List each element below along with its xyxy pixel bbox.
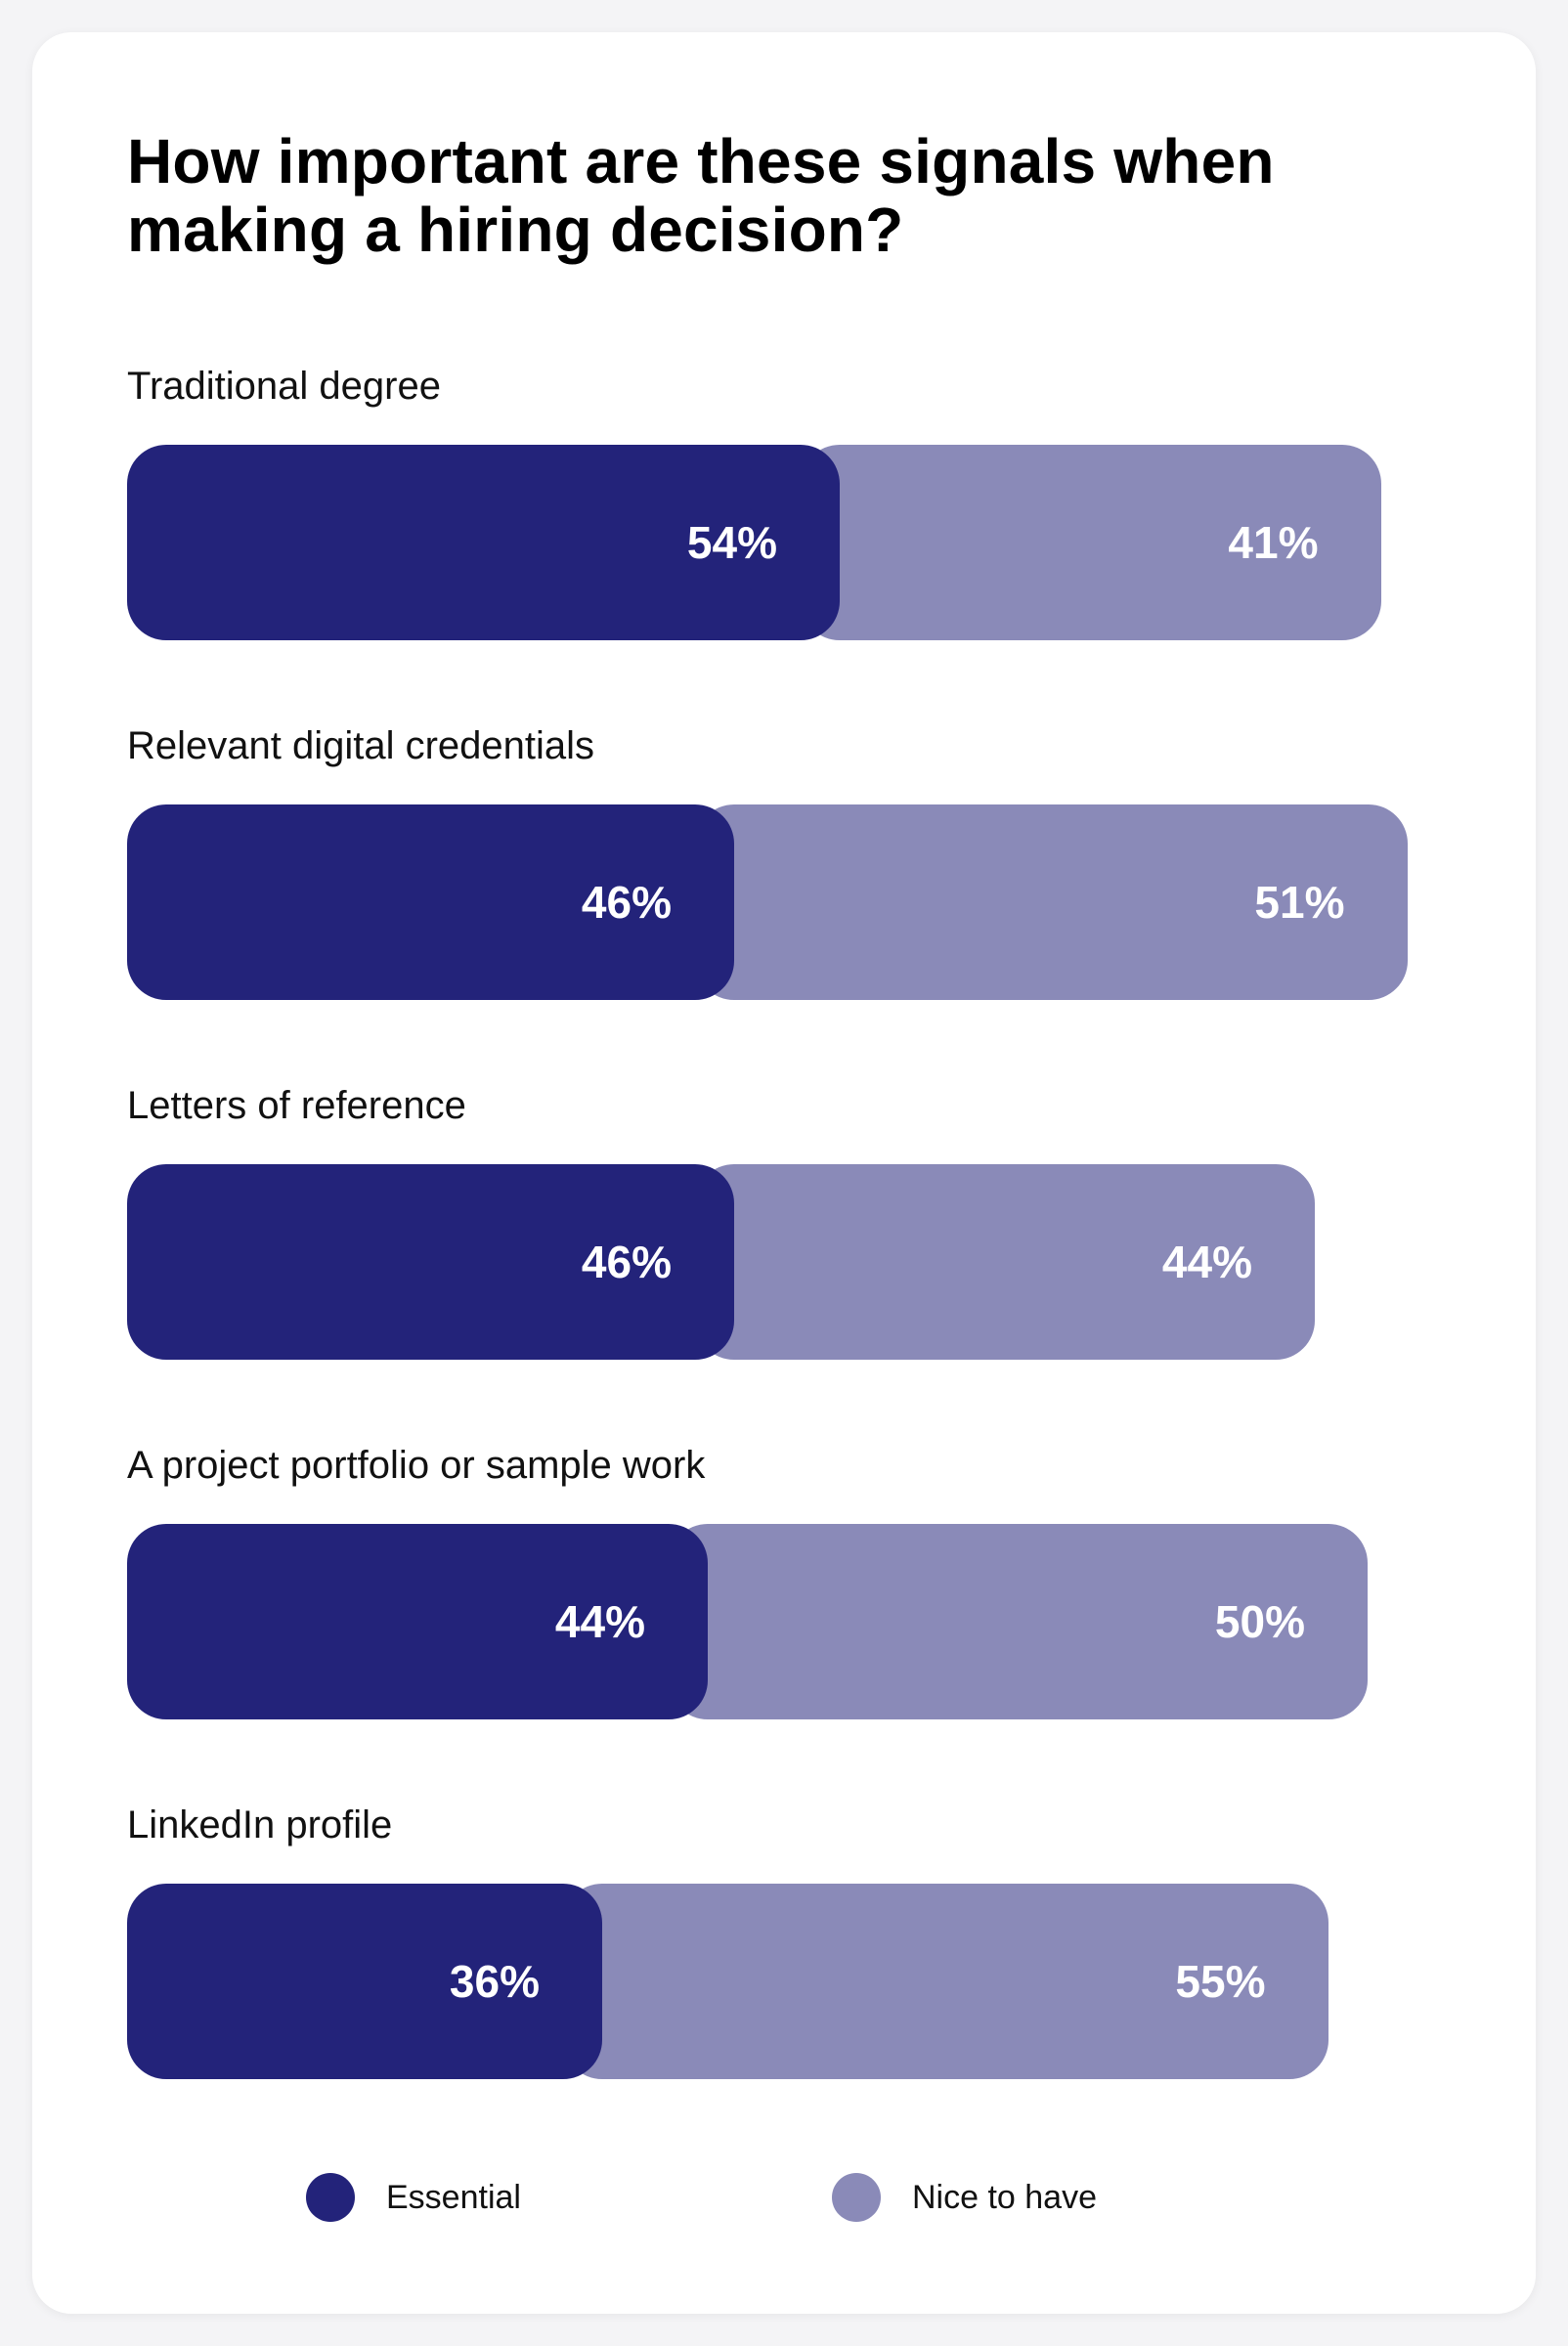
bar-essential-a-project-portfolio-or-sample-work <box>127 1524 708 1719</box>
bar-essential-linkedin-profile <box>127 1884 602 2079</box>
legend-label-nice-to-have: Nice to have <box>912 2178 1097 2216</box>
value-label-essential-letters-of-reference: 46% <box>581 1237 672 1287</box>
bar-row-relevant-digital-credentials: 46% 51% <box>127 804 1408 1000</box>
value-label-nice-to-have-a-project-portfolio-or-sample-work: 50% <box>1214 1596 1305 1647</box>
bar-nice-to-have-letters-of-reference <box>695 1164 1315 1360</box>
category-label-relevant-digital-credentials: Relevant digital credentials <box>127 724 595 767</box>
category-label-traditional-degree: Traditional degree <box>127 365 441 408</box>
bar-nice-to-have-traditional-degree <box>801 445 1381 640</box>
value-label-essential-traditional-degree: 54% <box>686 517 777 568</box>
legend-label-essential: Essential <box>386 2178 521 2216</box>
value-label-nice-to-have-relevant-digital-credentials: 51% <box>1254 877 1345 928</box>
value-label-nice-to-have-linkedin-profile: 55% <box>1175 1956 1266 2007</box>
value-label-essential-relevant-digital-credentials: 46% <box>581 877 672 928</box>
bar-nice-to-have-linkedin-profile <box>563 1884 1328 2079</box>
bar-nice-to-have-relevant-digital-credentials <box>695 804 1408 1000</box>
bar-row-traditional-degree: 54% 41% <box>127 445 1381 640</box>
chart-title: How important are these signals when mak… <box>127 126 1275 265</box>
value-label-essential-a-project-portfolio-or-sample-work: 44% <box>554 1596 645 1647</box>
bar-essential-letters-of-reference <box>127 1164 734 1360</box>
bar-row-linkedin-profile: 36% 55% <box>127 1884 1328 2079</box>
category-label-linkedin-profile: LinkedIn profile <box>127 1803 393 1846</box>
legend-swatch-nice-to-have <box>832 2173 881 2222</box>
value-label-nice-to-have-letters-of-reference: 44% <box>1161 1237 1252 1287</box>
category-label-a-project-portfolio-or-sample-work: A project portfolio or sample work <box>127 1444 706 1487</box>
legend-item-essential: Essential <box>306 2170 521 2225</box>
bar-nice-to-have-a-project-portfolio-or-sample-work <box>669 1524 1368 1719</box>
legend-item-nice-to-have: Nice to have <box>832 2170 1097 2225</box>
bar-essential-traditional-degree <box>127 445 840 640</box>
category-label-letters-of-reference: Letters of reference <box>127 1084 466 1127</box>
bar-row-a-project-portfolio-or-sample-work: 44% 50% <box>127 1524 1368 1719</box>
bar-row-letters-of-reference: 46% 44% <box>127 1164 1315 1360</box>
legend-swatch-essential <box>306 2173 355 2222</box>
bar-essential-relevant-digital-credentials <box>127 804 734 1000</box>
value-label-nice-to-have-traditional-degree: 41% <box>1228 517 1319 568</box>
value-label-essential-linkedin-profile: 36% <box>449 1956 540 2007</box>
